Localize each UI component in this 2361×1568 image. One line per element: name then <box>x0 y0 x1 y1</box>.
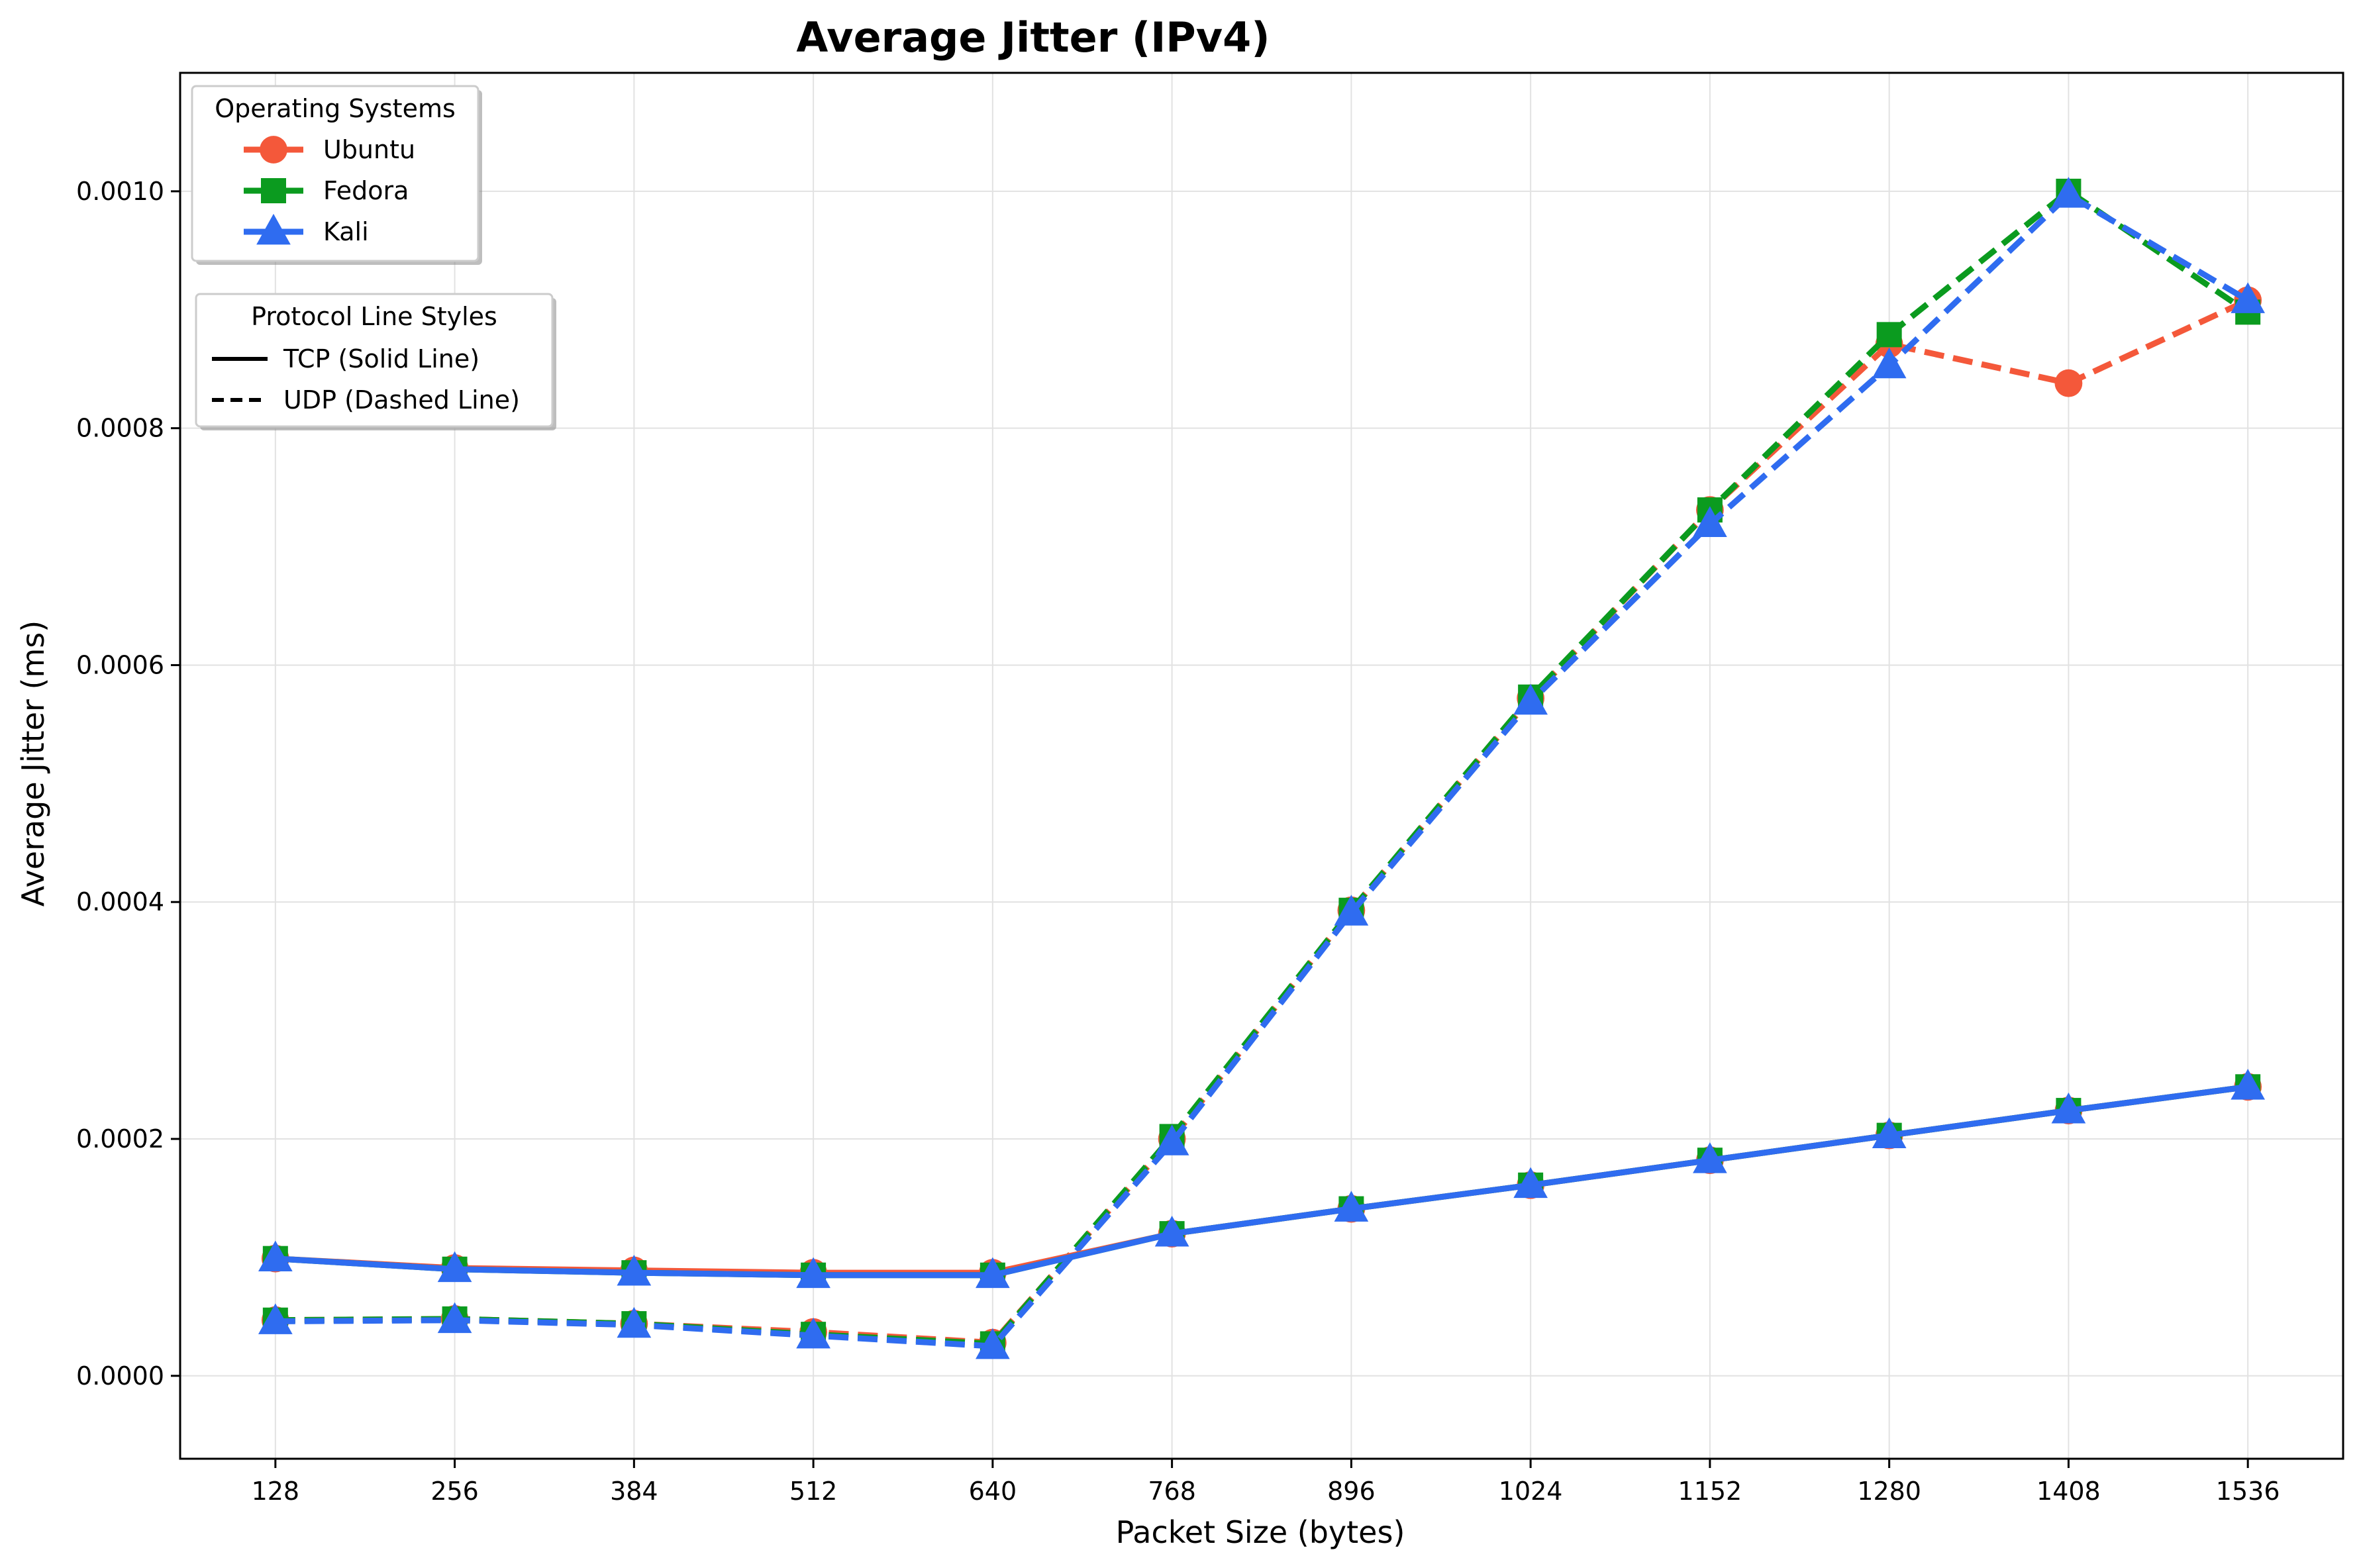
x-tick-label: 256 <box>430 1477 479 1506</box>
x-tick-label: 1280 <box>1857 1477 1921 1506</box>
axis-ticks: 128 256 384 512 640 768 896 1024 1152 1280 1408 153… <box>76 177 2280 1506</box>
x-axis-label: Packet Size (bytes) <box>1116 1514 1405 1550</box>
legend-entry-dashed: UDP (Dashed Line) <box>212 385 520 415</box>
data-point <box>258 1303 293 1334</box>
data-point <box>976 1328 1010 1359</box>
data-point <box>2231 1069 2266 1100</box>
legend-entry-kali: Kali <box>244 213 369 246</box>
data-point <box>796 1257 830 1289</box>
y-tick-label: 0.0010 <box>76 177 164 206</box>
series-line <box>275 1083 2248 1279</box>
data-point <box>1872 347 1907 379</box>
data-point <box>1872 1117 1907 1149</box>
y-tick-label: 0.0006 <box>76 650 164 679</box>
legend-marker <box>256 213 291 245</box>
y-tick-label: 0.0004 <box>76 887 164 916</box>
data-point <box>437 1302 472 1334</box>
legend-entry-fedora: Fedora <box>244 176 409 205</box>
legend-protocol-line-styles: Protocol Line Styles TCP (Solid Line) UDP … <box>195 293 556 430</box>
legend-box <box>195 293 554 428</box>
y-tick-label: 0.0002 <box>76 1124 164 1153</box>
data-point <box>2231 282 2266 313</box>
legend-entry-ubuntu: Ubuntu <box>244 135 415 164</box>
legend-label: Ubuntu <box>323 135 415 164</box>
series-kali-udp <box>258 177 2266 1359</box>
data-point <box>1334 1191 1369 1222</box>
legend-marker <box>261 178 286 203</box>
data-point <box>1334 895 1369 926</box>
series-kali-tcp <box>258 1069 2266 1289</box>
data-point <box>437 1251 472 1283</box>
data-point <box>2051 177 2086 208</box>
x-tick-label: 1536 <box>2216 1477 2280 1506</box>
legend-title: Operating Systems <box>215 94 456 123</box>
legend-box <box>191 85 479 262</box>
y-tick-label: 0.0008 <box>76 414 164 443</box>
legend-title: Protocol Line Styles <box>251 302 497 331</box>
legend-label: Fedora <box>323 176 409 205</box>
legend-group: Operating Systems Ubuntu Fedora Kali Protoco… <box>191 85 556 430</box>
data-point <box>617 1255 652 1286</box>
data-point <box>1513 683 1548 715</box>
series-line <box>275 191 2250 1349</box>
legend-entry-solid: TCP (Solid Line) <box>212 344 479 373</box>
x-tick-label: 384 <box>610 1477 658 1506</box>
data-point <box>1154 1124 1189 1155</box>
data-point <box>1876 322 1902 348</box>
legend-marker <box>260 136 287 164</box>
x-tick-label: 1152 <box>1678 1477 1742 1506</box>
chart-title: Average Jitter (IPv4) <box>796 13 1270 62</box>
x-tick-label: 896 <box>1327 1477 1376 1506</box>
data-point <box>617 1306 652 1338</box>
x-tick-label: 640 <box>969 1477 1017 1506</box>
data-point <box>258 1240 293 1272</box>
y-tick-label: 0.0000 <box>76 1361 164 1391</box>
data-point <box>1693 506 1727 537</box>
data-point <box>976 1257 1010 1289</box>
data-point <box>1693 1142 1727 1173</box>
data-point <box>2051 1092 2086 1124</box>
x-tick-label: 1408 <box>2036 1477 2101 1506</box>
x-tick-label: 128 <box>252 1477 300 1506</box>
x-tick-label: 768 <box>1148 1477 1196 1506</box>
data-point <box>796 1317 830 1349</box>
series-group <box>258 177 2266 1359</box>
x-tick-label: 1024 <box>1499 1477 1563 1506</box>
data-point <box>2054 369 2083 397</box>
data-point <box>1513 1167 1548 1199</box>
data-point <box>1154 1215 1189 1247</box>
x-tick-label: 512 <box>789 1477 838 1506</box>
grid-lines <box>180 73 2343 1459</box>
legend-label: Kali <box>323 217 369 246</box>
y-axis-label: Average Jitter (ms) <box>15 620 51 906</box>
legend-label: UDP (Dashed Line) <box>283 385 520 415</box>
legend-label: TCP (Solid Line) <box>283 344 479 373</box>
legend-operating-systems: Operating Systems Ubuntu Fedora Kali <box>191 85 482 265</box>
plot-frame <box>179 72 2344 1460</box>
